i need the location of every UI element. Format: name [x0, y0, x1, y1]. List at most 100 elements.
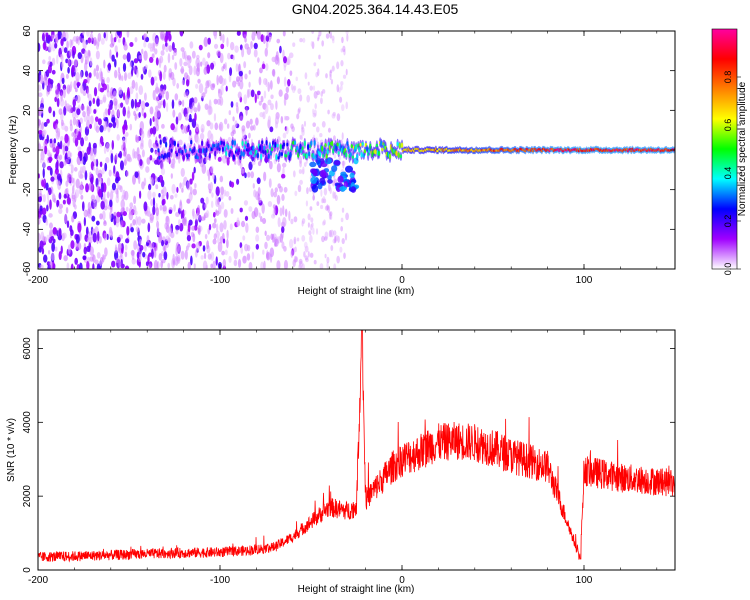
- sparse-speckle: [343, 48, 346, 56]
- noise-speckle: [197, 78, 201, 84]
- noise-speckle: [235, 63, 239, 72]
- sparse-speckle: [319, 132, 323, 138]
- noise-speckle: [122, 211, 127, 217]
- noise-speckle: [237, 258, 242, 268]
- noise-speckle: [138, 85, 144, 96]
- noise-speckle: [72, 36, 78, 42]
- band-core: [303, 140, 306, 147]
- sparse-speckle: [329, 211, 333, 217]
- noise-speckle: [164, 222, 169, 230]
- noise-speckle: [95, 125, 100, 133]
- noise-speckle: [265, 35, 270, 42]
- noise-speckle: [116, 211, 121, 218]
- noise-speckle: [267, 201, 273, 208]
- sparse-speckle: [315, 71, 319, 78]
- noise-speckle: [225, 190, 230, 197]
- noise-speckle: [277, 217, 281, 228]
- sparse-speckle: [327, 127, 331, 133]
- noise-speckle: [260, 95, 264, 103]
- noise-speckle: [219, 235, 223, 244]
- noise-speckle: [106, 233, 109, 240]
- noise-speckle: [250, 171, 255, 179]
- noise-speckle: [164, 35, 168, 43]
- y-tick-label: -40: [22, 222, 33, 237]
- noise-speckle: [175, 224, 180, 231]
- noise-speckle: [186, 106, 190, 114]
- figure-title: GN04.2025.364.14.43.E05: [291, 1, 459, 17]
- noise-speckle: [46, 204, 49, 212]
- noise-speckle: [230, 101, 234, 108]
- noise-speckle: [142, 251, 146, 258]
- sparse-speckle: [321, 121, 326, 128]
- x-tick-label: 0: [399, 575, 405, 586]
- noise-speckle: [162, 245, 166, 252]
- noise-speckle: [192, 210, 195, 220]
- noise-speckle: [67, 59, 71, 67]
- noise-speckle: [269, 160, 273, 170]
- noise-speckle: [209, 122, 214, 130]
- noise-speckle: [217, 198, 220, 205]
- noise-speckle: [108, 122, 113, 128]
- noise-speckle: [207, 52, 211, 59]
- x-tick-label: -200: [28, 275, 48, 286]
- noise-speckle: [133, 58, 139, 64]
- noise-speckle: [103, 59, 106, 69]
- noise-speckle: [86, 105, 89, 111]
- noise-speckle: [181, 50, 186, 60]
- noise-speckle: [81, 150, 85, 158]
- band-core: [279, 143, 282, 150]
- noise-speckle: [286, 56, 291, 66]
- noise-speckle: [71, 194, 76, 200]
- noise-speckle: [154, 159, 159, 165]
- sparse-speckle: [328, 212, 332, 220]
- noise-speckle: [105, 199, 108, 207]
- noise-speckle: [148, 263, 152, 269]
- band-core: [276, 143, 279, 148]
- noise-speckle: [48, 213, 53, 218]
- band-core: [324, 143, 327, 147]
- noise-speckle: [59, 154, 63, 161]
- noise-speckle: [248, 132, 251, 139]
- sparse-speckle: [312, 85, 316, 91]
- noise-speckle: [173, 49, 178, 57]
- noise-speckle: [61, 77, 65, 85]
- noise-speckle: [116, 31, 122, 36]
- noise-speckle: [139, 120, 144, 131]
- sparse-speckle: [341, 160, 346, 166]
- noise-speckle: [114, 45, 118, 53]
- band-core: [214, 150, 217, 157]
- band-core: [157, 148, 160, 153]
- noise-speckle: [127, 72, 132, 80]
- noise-speckle: [129, 60, 132, 68]
- noise-speckle: [255, 226, 260, 233]
- band-core: [319, 151, 322, 158]
- noise-speckle: [54, 153, 58, 160]
- noise-speckle: [42, 207, 47, 216]
- sparse-speckle: [298, 263, 302, 269]
- noise-speckle: [63, 255, 68, 262]
- noise-speckle: [101, 167, 105, 175]
- noise-speckle: [156, 220, 160, 229]
- noise-speckle: [210, 200, 214, 209]
- sparse-speckle: [313, 259, 317, 265]
- noise-speckle: [220, 43, 225, 50]
- noise-speckle: [215, 210, 220, 216]
- noise-speckle: [52, 238, 56, 244]
- noise-speckle: [122, 151, 127, 157]
- noise-speckle: [224, 61, 227, 71]
- noise-speckle: [154, 37, 159, 47]
- noise-speckle: [113, 36, 117, 43]
- noise-speckle: [124, 265, 130, 269]
- noise-speckle: [166, 92, 170, 99]
- noise-speckle: [66, 220, 70, 228]
- noise-speckle: [135, 226, 140, 233]
- noise-speckle: [38, 84, 42, 92]
- sparse-speckle: [307, 81, 310, 86]
- noise-speckle: [137, 216, 142, 226]
- offset-blob: [309, 161, 317, 168]
- noise-speckle: [281, 226, 285, 233]
- noise-speckle: [226, 229, 229, 240]
- noise-speckle: [122, 137, 126, 149]
- noise-speckle: [140, 138, 144, 147]
- noise-speckle: [161, 123, 165, 129]
